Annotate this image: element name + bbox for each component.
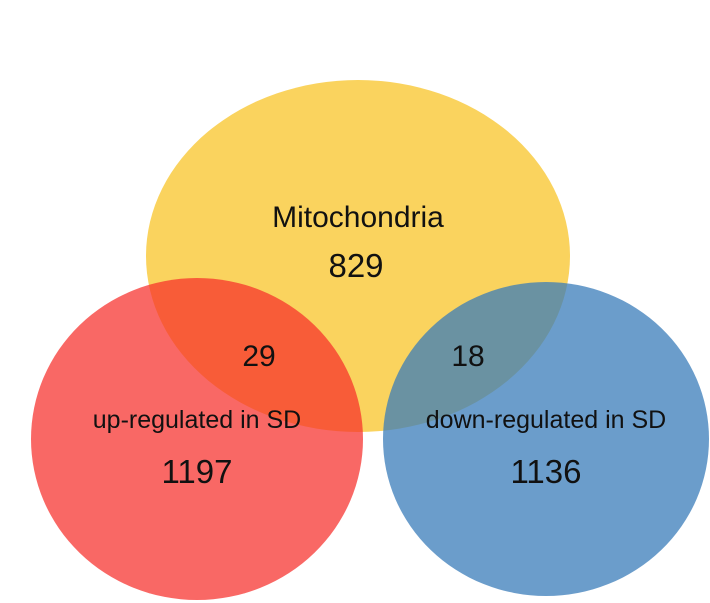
up-regulated-count: 1197	[162, 453, 233, 490]
down-regulated-count: 1136	[511, 453, 582, 490]
mitochondria-count: 829	[328, 247, 383, 284]
mito-down-overlap-count: 18	[451, 340, 484, 373]
down-regulated-circle	[383, 282, 709, 596]
up-regulated-label: up-regulated in SD	[93, 406, 301, 434]
down-regulated-label: down-regulated in SD	[426, 406, 666, 434]
mito-up-overlap-count: 29	[242, 340, 275, 373]
up-regulated-circle	[31, 278, 363, 600]
mitochondria-label: Mitochondria	[272, 201, 444, 234]
